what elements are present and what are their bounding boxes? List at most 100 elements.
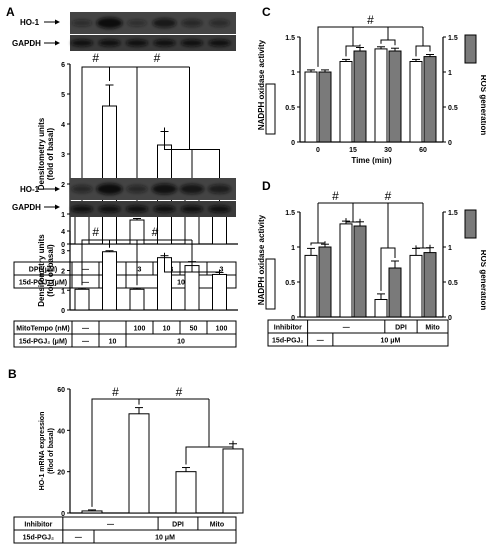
bracket	[317, 26, 423, 67]
gapdh-band	[98, 39, 121, 47]
bar	[102, 251, 117, 311]
table-cell: 10	[177, 280, 185, 287]
ho1-band	[127, 19, 147, 27]
panel-a2-table: MitoTempo (nM) 15d-PGJ₂ (μM) — 100 10 50 100 — 1…	[13, 320, 237, 348]
gapdh-band	[126, 39, 148, 47]
panel-a2-chart: 0 1 2 3 4 Densitometry units (fold of basal) # #	[37, 225, 238, 315]
ho1-band	[126, 185, 148, 193]
0-tick-label: 3	[61, 152, 65, 159]
table-cell: 10 μM	[155, 535, 175, 542]
gapdh-band	[208, 205, 231, 213]
x-axis-label: Time (min)	[351, 156, 392, 165]
2-tick-label: 0	[61, 511, 65, 518]
panel-a1-blot: HO-1 GAPDH	[12, 12, 236, 51]
ho1-band	[71, 185, 93, 193]
table-cell: —	[82, 267, 89, 274]
panel-b-chart: 0 20 40 60 HO-1 mRNA expression (flod of basa…	[39, 385, 244, 518]
significance-mark: #	[112, 385, 119, 399]
4-tick-label: 1.5	[285, 210, 295, 217]
bracket	[415, 244, 431, 249]
bar-nadph	[304, 254, 318, 318]
2-tick-label: 20	[57, 470, 65, 477]
significance-mark: #	[152, 225, 159, 239]
table-cell: 100	[134, 326, 146, 333]
table-row-label: 15d-PGJ₂	[272, 338, 304, 345]
bar-nadph	[339, 61, 353, 143]
legend-swatch-right	[464, 34, 477, 64]
3-tick-label: 1.5	[448, 35, 458, 42]
bracket	[81, 239, 110, 286]
table-cell: 10	[163, 326, 171, 333]
gapdh-band	[153, 205, 176, 213]
table-row-label: 15d-PGJ₂	[23, 535, 55, 542]
bar-ros	[423, 56, 437, 143]
x-tick-label: 60	[419, 147, 427, 154]
bracket	[310, 241, 326, 246]
table-cell: 10	[177, 339, 185, 346]
significance-mark: #	[367, 13, 374, 27]
0-tick-label: 5	[61, 92, 65, 99]
x-tick-label: 0	[316, 147, 320, 154]
3-tick-label: 0	[291, 140, 295, 147]
table-row-label: Inhibitor	[274, 325, 302, 332]
ho1-label: HO-1	[20, 18, 40, 27]
ho1-band	[152, 18, 177, 28]
bar-ros	[318, 71, 332, 143]
y-axis-label: Densitometry units	[37, 117, 46, 190]
2-tick-label: 40	[57, 428, 65, 435]
table-cell: —	[82, 326, 89, 333]
x-tick-label: 15	[349, 147, 357, 154]
gapdh-band	[71, 205, 93, 213]
x-tick-label: 30	[384, 147, 392, 154]
1-tick-label: 3	[61, 249, 65, 256]
table-cell: DPI	[395, 325, 407, 332]
table-row-label: Inhibitor	[24, 522, 52, 529]
table-row-label: 15d-PGJ₂ (μM)	[19, 339, 67, 346]
bar-ros	[318, 246, 332, 318]
4-tick-label: 1	[291, 245, 295, 252]
3-tick-label: 0.5	[285, 105, 295, 112]
3-tick-label: 1.5	[285, 35, 295, 42]
gapdh-label: GAPDH	[12, 203, 41, 212]
table-row-label: DPI (μM)	[29, 267, 57, 274]
gapdh-band	[181, 205, 203, 213]
legend-swatch-left	[265, 83, 276, 135]
table-cell: —	[82, 280, 89, 287]
3-tick-label: 1	[448, 70, 452, 77]
significance-mark: #	[92, 51, 99, 65]
bar-nadph	[409, 61, 423, 143]
table-cell: DPI	[172, 522, 184, 529]
panel-letter-c: C	[262, 5, 271, 19]
y-axis-label-right: ROS generation	[479, 250, 486, 311]
gapdh-label: GAPDH	[12, 39, 41, 48]
table-cell: —	[75, 535, 82, 542]
significance-mark: #	[385, 189, 392, 203]
y-axis-label: (fold of basal)	[46, 127, 55, 180]
0-tick-label: 2	[61, 182, 65, 189]
bracket	[415, 45, 431, 57]
bar	[128, 413, 150, 514]
panel-letter-b: B	[8, 367, 17, 381]
bar-ros	[353, 50, 367, 143]
table-cell: —	[317, 338, 324, 345]
3-tick-label: 0.5	[448, 105, 458, 112]
ho1-band	[96, 183, 123, 195]
panel-letter-d: D	[262, 179, 271, 193]
bar	[222, 448, 244, 514]
panel-d-table: Inhibitor 15d-PGJ₂ — DPI Mito — 10 μM	[267, 319, 449, 347]
3-tick-label: 0	[448, 140, 452, 147]
bar	[212, 273, 227, 311]
table-cell: 50	[190, 326, 198, 333]
table-cell: 3	[138, 267, 142, 274]
y-axis-label: HO-1 mRNA expression	[39, 412, 46, 491]
bar-nadph	[374, 299, 388, 318]
0-tick-label: 4	[61, 122, 65, 129]
table-cell: Mito	[425, 325, 439, 332]
significance-mark: #	[332, 189, 339, 203]
ho1-band	[96, 17, 123, 29]
ho1-band	[208, 184, 231, 194]
table-cell: —	[343, 325, 350, 332]
bar	[81, 510, 103, 514]
bar-nadph	[409, 254, 423, 318]
